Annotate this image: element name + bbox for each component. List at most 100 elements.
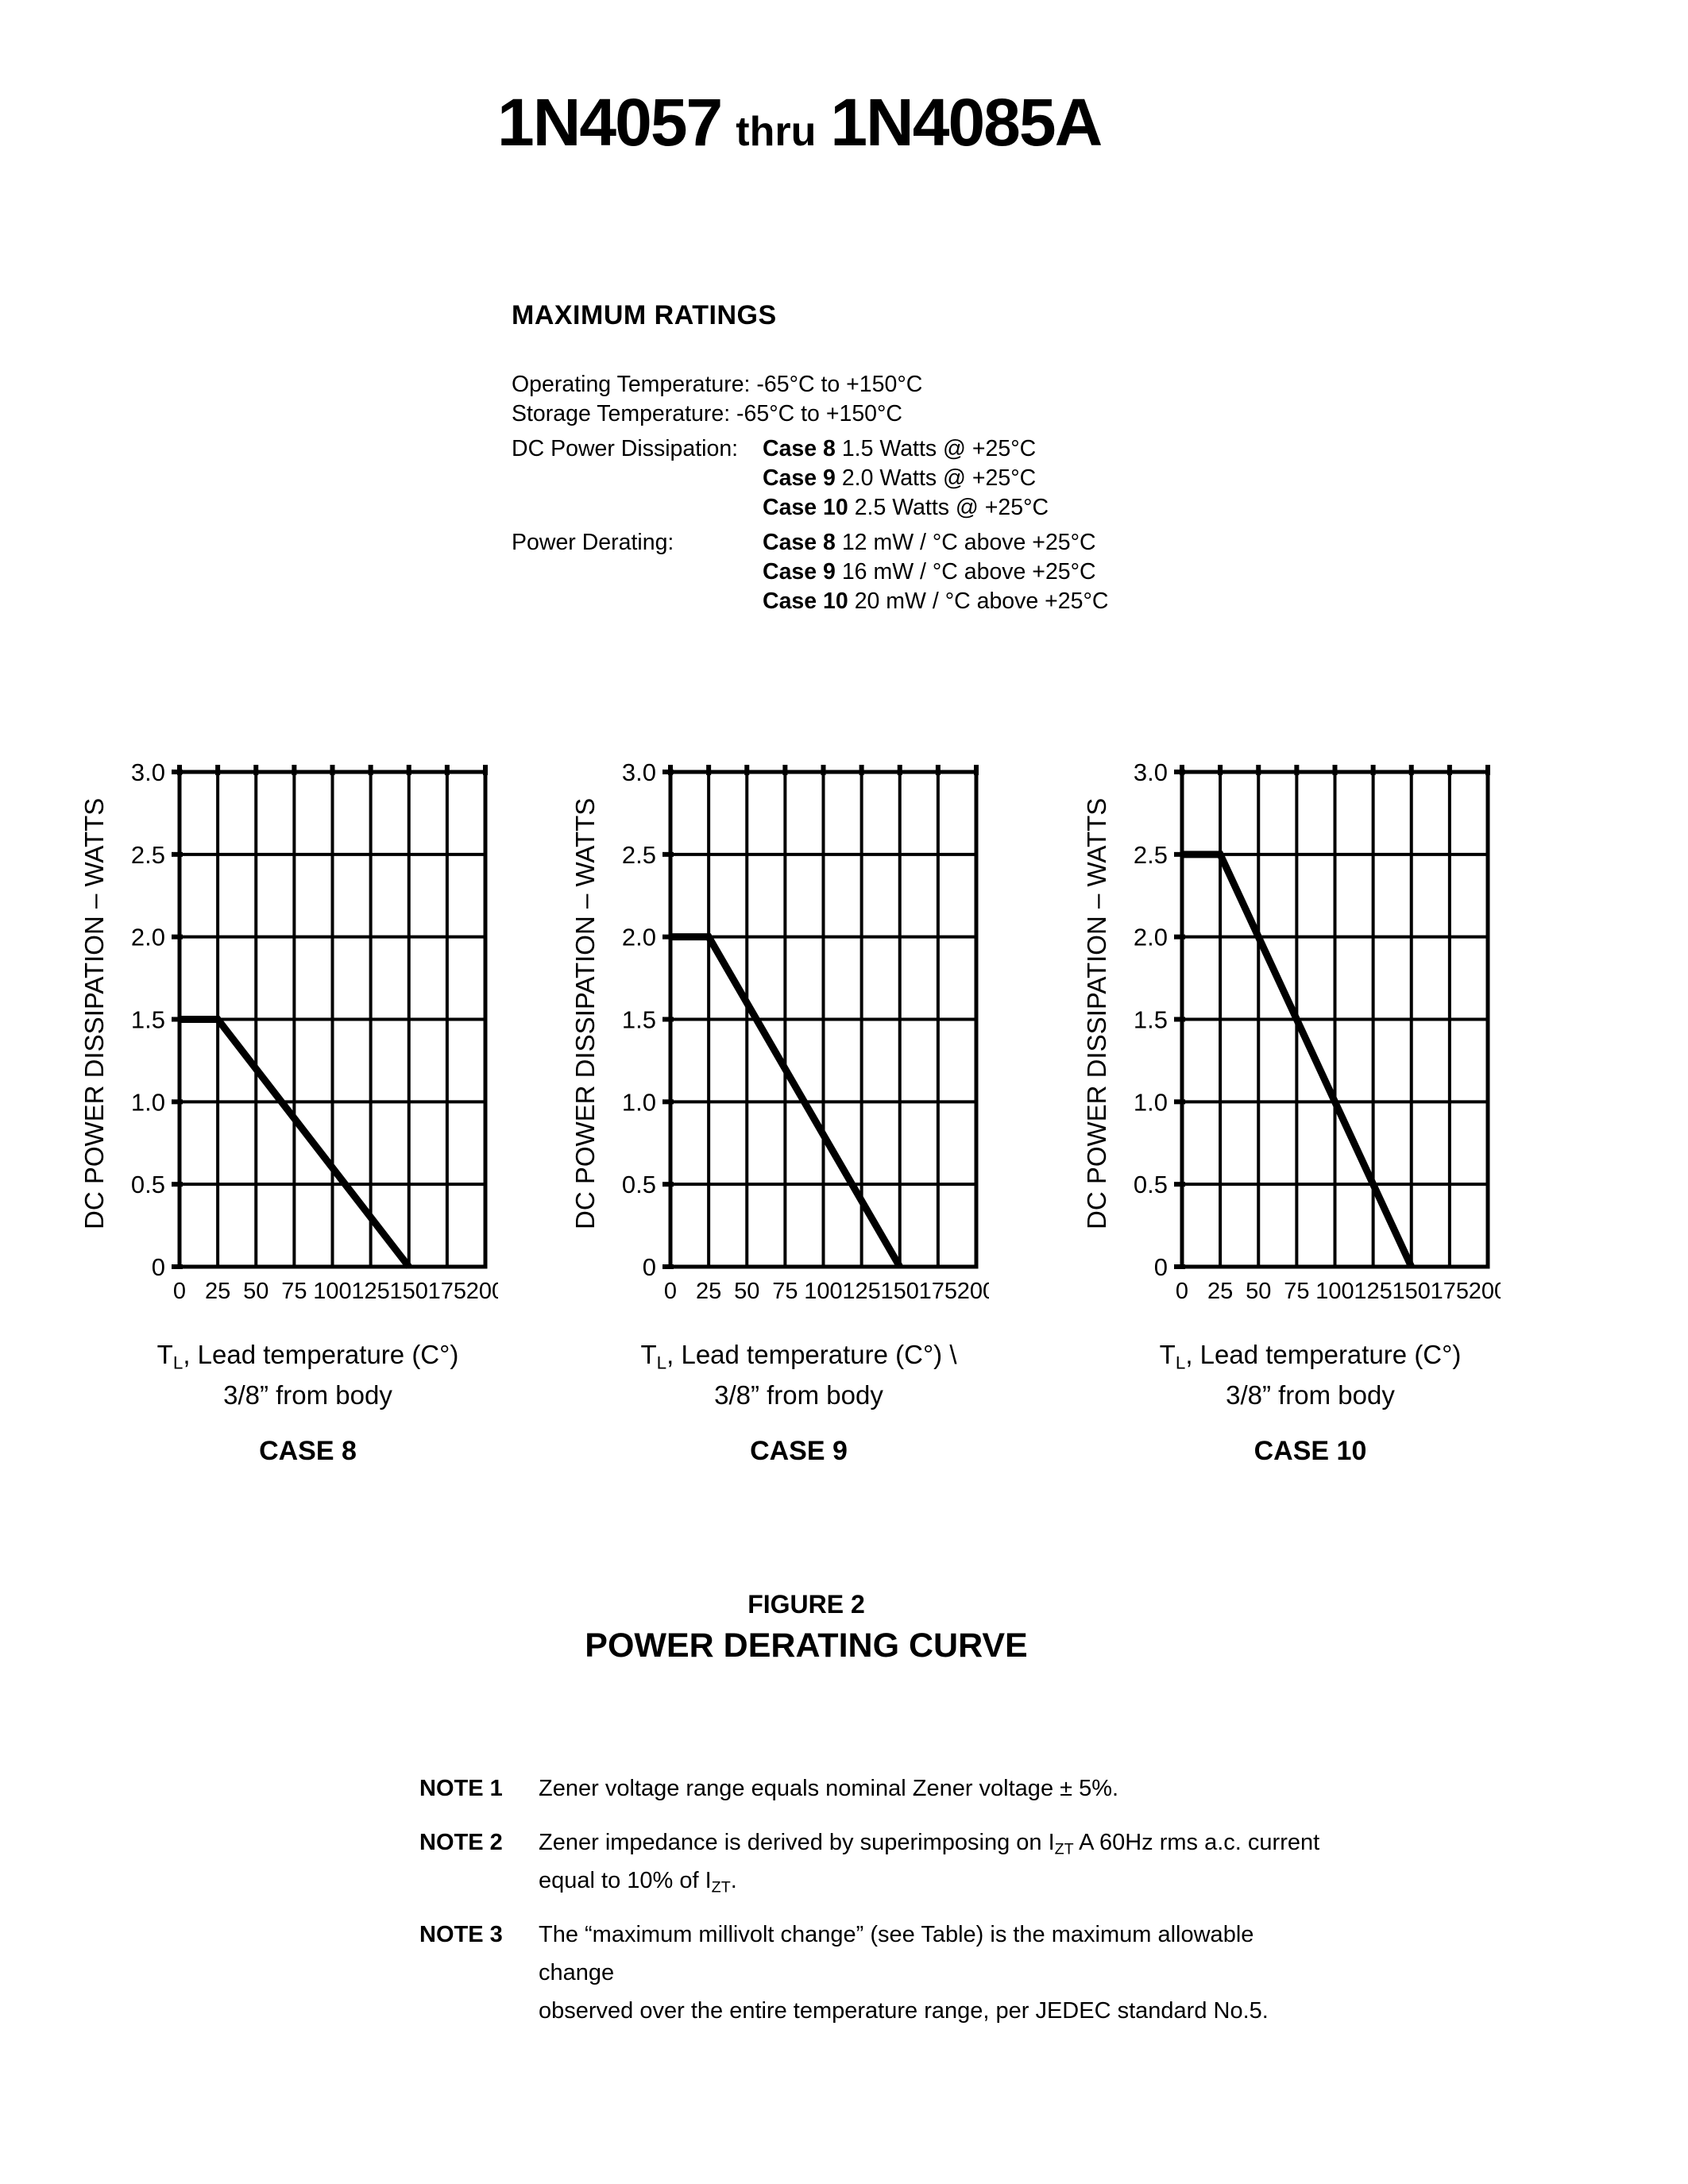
case-value: 16 mW / °C above +25°C: [841, 559, 1096, 585]
note-2-label: NOTE 2: [419, 1830, 503, 1855]
svg-text:1.5: 1.5: [131, 1006, 165, 1034]
plot-border: [668, 770, 979, 1269]
figure-title: POWER DERATING CURVE: [585, 1626, 1028, 1665]
svg-text:150: 150: [390, 1279, 428, 1304]
svg-text:175: 175: [919, 1279, 957, 1304]
svg-text:1.5: 1.5: [1134, 1006, 1168, 1034]
svg-text:0.5: 0.5: [131, 1171, 165, 1198]
y-tick-labels: 0 0.5 1.0 1.5 2.0 2.5 3.0: [622, 761, 656, 1281]
svg-text:200: 200: [1469, 1279, 1501, 1304]
derating-charts-row: DC POWER DISSIPATION – WATTS 0 0.5 1.0 1.5 2.…: [0, 761, 1688, 1491]
storage-temperature-line: Storage Temperature: -65°C to +150°C: [512, 401, 903, 426]
chart-column: 0 0.5 1.0 1.5 2.0 2.5 3.0 0 25 50 75 100 125 150 175 20…: [118, 761, 498, 1467]
grid-lines: [1180, 770, 1489, 1268]
svg-text:0: 0: [173, 1279, 186, 1304]
svg-text:175: 175: [1431, 1279, 1469, 1304]
svg-text:100: 100: [1315, 1279, 1354, 1304]
derating-line: [670, 933, 903, 1269]
grid-lines: [669, 770, 978, 1268]
x-axis-label-line2: 3/8” from body: [223, 1380, 392, 1410]
svg-text:125: 125: [1354, 1279, 1392, 1304]
title-thru: thru: [736, 109, 817, 155]
svg-text:2.5: 2.5: [622, 841, 656, 869]
dc-power-dissipation-values: Case 8 1.5 Watts @ +25°C Case 9 2.0 Watt…: [763, 434, 1049, 523]
svg-text:25: 25: [205, 1279, 230, 1304]
svg-text:50: 50: [734, 1279, 759, 1304]
y-tick-labels: 0 0.5 1.0 1.5 2.0 2.5 3.0: [131, 761, 165, 1281]
note-3: NOTE 3 The “maximum millivolt change” (s…: [419, 1916, 1333, 2030]
svg-text:100: 100: [804, 1279, 842, 1304]
svg-text:0: 0: [1176, 1279, 1188, 1304]
note-3-label: NOTE 3: [419, 1922, 503, 1947]
case-label: CASE 9: [750, 1436, 848, 1466]
case-name: Case 9: [763, 465, 836, 491]
dc-power-dissipation-group: DC Power Dissipation: Case 8 1.5 Watts @…: [512, 434, 1109, 523]
case-name: Case 8: [763, 436, 836, 461]
svg-text:0.5: 0.5: [1134, 1171, 1168, 1198]
svg-text:0: 0: [152, 1253, 165, 1281]
case-name: Case 10: [763, 588, 848, 614]
plot-border: [1180, 770, 1490, 1269]
y-tick-labels: 0 0.5 1.0 1.5 2.0 2.5 3.0: [1134, 761, 1168, 1281]
case-value: 2.0 Watts @ +25°C: [841, 465, 1037, 491]
part-number-start: 1N4057: [497, 85, 723, 160]
case-value: 12 mW / °C above +25°C: [841, 530, 1096, 555]
figure-number: FIGURE 2: [747, 1590, 865, 1619]
svg-text:150: 150: [881, 1279, 919, 1304]
svg-text:25: 25: [1207, 1279, 1233, 1304]
power-derating-values: Case 8 12 mW / °C above +25°C Case 9 16 …: [763, 528, 1109, 616]
note-2: NOTE 2 Zener impedance is derived by sup…: [419, 1823, 1333, 1900]
chart-canvas: 0 0.5 1.0 1.5 2.0 2.5 3.0 0 25 50 75 100 125 150 175 20…: [622, 761, 989, 1304]
derating-chart-case-9: DC POWER DISSIPATION – WATTS 0 0.5 1.0 1.5 2.…: [570, 761, 989, 1467]
svg-text:0: 0: [1154, 1253, 1168, 1281]
chart-column: 0 0.5 1.0 1.5 2.0 2.5 3.0 0 25 50 75 100 125 150 175 20…: [608, 761, 989, 1467]
note-1-label: NOTE 1: [419, 1776, 503, 1801]
derating-chart-case-10: DC POWER DISSIPATION – WATTS 0 0.5 1.0 1.5 2.…: [1082, 761, 1501, 1467]
x-axis-label: TL, Lead temperature (C°) \: [640, 1340, 957, 1373]
svg-text:2.0: 2.0: [131, 924, 165, 951]
x-axis-label: TL, Lead temperature (C°): [156, 1340, 459, 1373]
svg-text:3.0: 3.0: [1134, 761, 1168, 786]
case-value: 2.5 Watts @ +25°C: [854, 495, 1049, 520]
note-1-text: Zener voltage range equals nominal Zener…: [539, 1776, 1119, 1801]
svg-text:75: 75: [1284, 1279, 1309, 1304]
chart-canvas: 0 0.5 1.0 1.5 2.0 2.5 3.0 0 25 50 75 100 125 150 175 20…: [131, 761, 498, 1304]
case-label: CASE 8: [259, 1436, 357, 1466]
dc-power-case-10: Case 10 2.5 Watts @ +25°C: [763, 493, 1049, 523]
svg-text:200: 200: [466, 1279, 498, 1304]
svg-text:50: 50: [1246, 1279, 1271, 1304]
derating-case-9: Case 9 16 mW / °C above +25°C: [763, 558, 1109, 587]
case-label: CASE 10: [1253, 1436, 1367, 1466]
svg-text:1.0: 1.0: [622, 1088, 656, 1116]
svg-text:75: 75: [281, 1279, 307, 1304]
derating-chart-case-8: DC POWER DISSIPATION – WATTS 0 0.5 1.0 1.5 2.…: [79, 761, 498, 1467]
case-name: Case 9: [763, 559, 836, 585]
dc-power-dissipation-label: DC Power Dissipation:: [512, 436, 739, 461]
maximum-ratings-heading: MAXIMUM RATINGS: [512, 300, 777, 330]
svg-text:2.5: 2.5: [131, 841, 165, 869]
case-value: 20 mW / °C above +25°C: [854, 588, 1109, 614]
svg-text:1.0: 1.0: [131, 1088, 165, 1116]
svg-text:200: 200: [957, 1279, 989, 1304]
x-axis-label: TL, Lead temperature (C°): [1159, 1340, 1462, 1373]
derating-line: [180, 1016, 412, 1269]
x-tick-labels: 0 25 50 75100125150175200: [1176, 1279, 1501, 1304]
derating-line: [1182, 851, 1415, 1268]
case-name: Case 8: [763, 530, 836, 555]
y-axis-label: DC POWER DISSIPATION – WATTS: [570, 797, 600, 1230]
svg-text:1.5: 1.5: [622, 1006, 656, 1034]
svg-text:125: 125: [351, 1279, 389, 1304]
power-derating-label: Power Derating:: [512, 530, 674, 555]
chart-canvas: 0 0.5 1.0 1.5 2.0 2.5 3.0 0 25 50 75 100 125 150 175 20…: [1134, 761, 1501, 1304]
dc-power-case-9: Case 9 2.0 Watts @ +25°C: [763, 464, 1049, 493]
svg-text:50: 50: [243, 1279, 268, 1304]
svg-text:0: 0: [643, 1253, 656, 1281]
svg-text:125: 125: [842, 1279, 880, 1304]
svg-text:25: 25: [696, 1279, 721, 1304]
svg-text:3.0: 3.0: [131, 761, 165, 786]
y-axis-label: DC POWER DISSIPATION – WATTS: [79, 797, 109, 1230]
case-name: Case 10: [763, 495, 848, 520]
operating-temperature-line: Operating Temperature: -65°C to +150°C: [512, 372, 923, 397]
x-tick-labels: 0 25 50 75100125150175200: [173, 1279, 498, 1304]
svg-text:150: 150: [1393, 1279, 1431, 1304]
